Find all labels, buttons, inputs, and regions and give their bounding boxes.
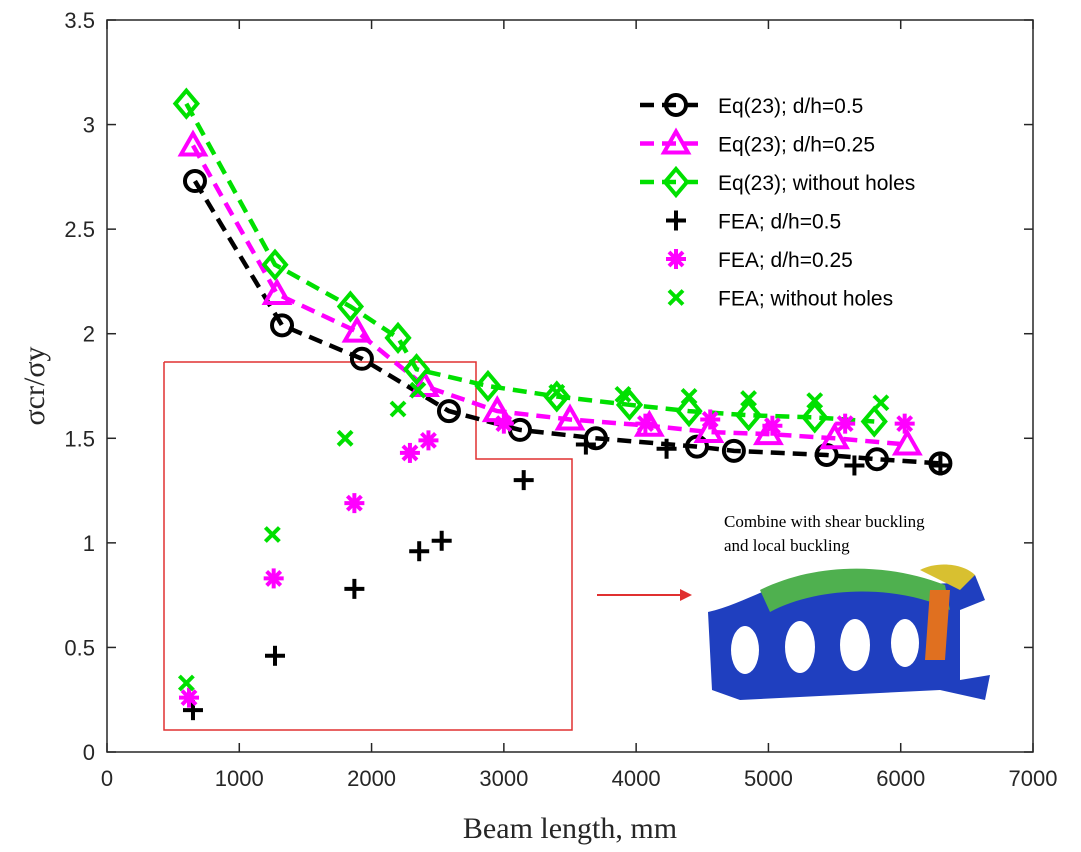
marker-part: [181, 133, 205, 154]
chart: Combine with shear buckling and local bu…: [0, 0, 1081, 852]
marker: [700, 409, 720, 429]
annotation: and local buckling: [724, 536, 850, 555]
x-tick-label: 4000: [612, 766, 661, 791]
legend-label: FEA; without holes: [718, 288, 893, 311]
x-tick-label: 1000: [215, 766, 264, 791]
y-tick-label: 3.5: [64, 8, 95, 33]
marker: [179, 676, 193, 690]
legend-label: Eq(23); without holes: [718, 172, 915, 195]
legend-label: FEA; d/h=0.25: [718, 249, 853, 272]
marker: [181, 133, 205, 154]
marker: [494, 414, 514, 434]
marker: [264, 568, 284, 588]
marker: [344, 493, 364, 513]
y-tick-label: 1: [83, 531, 95, 556]
marker: [666, 249, 686, 269]
x-tick-label: 3000: [479, 766, 528, 791]
marker: [666, 211, 686, 231]
marker: [657, 439, 677, 459]
arrow-head: [680, 589, 692, 601]
legend-label: Eq(23); d/h=0.25: [718, 134, 875, 157]
marker: [762, 416, 782, 436]
marker: [895, 414, 915, 434]
y-tick-label: 1.5: [64, 426, 95, 451]
marker: [432, 531, 452, 551]
marker: [344, 579, 364, 599]
y-tick-label: 3: [83, 113, 95, 138]
annotation: Combine with shear buckling: [724, 512, 925, 531]
x-tick-label: 2000: [347, 766, 396, 791]
marker: [265, 282, 289, 303]
legend-label: FEA; d/h=0.5: [718, 211, 841, 234]
marker: [418, 430, 438, 450]
y-tick-label: 0: [83, 740, 95, 765]
x-tick-label: 6000: [876, 766, 925, 791]
x-axis-label: Beam length, mm: [463, 812, 677, 845]
y-tick-label: 2: [83, 322, 95, 347]
fe-model-image: [708, 565, 990, 700]
marker: [265, 646, 285, 666]
x-tick-label: 0: [101, 766, 113, 791]
marker: [265, 527, 279, 541]
marker: [635, 414, 655, 434]
x-tick-label: 7000: [1009, 766, 1058, 791]
marker: [409, 541, 429, 561]
marker: [272, 315, 292, 335]
marker: [338, 431, 352, 445]
marker: [835, 414, 855, 434]
marker-part: [272, 315, 292, 335]
y-axis-label: σcr/σy: [18, 347, 51, 426]
marker: [682, 389, 696, 403]
legend-label: Eq(23); d/h=0.5: [718, 95, 863, 118]
marker: [400, 443, 420, 463]
marker: [874, 396, 888, 410]
marker: [179, 688, 199, 708]
y-tick-label: 2.5: [64, 217, 95, 242]
marker-part: [265, 282, 289, 303]
x-tick-label: 5000: [744, 766, 793, 791]
marker: [514, 470, 534, 490]
y-tick-label: 0.5: [64, 635, 95, 660]
marker: [669, 291, 683, 305]
marker: [391, 402, 405, 416]
